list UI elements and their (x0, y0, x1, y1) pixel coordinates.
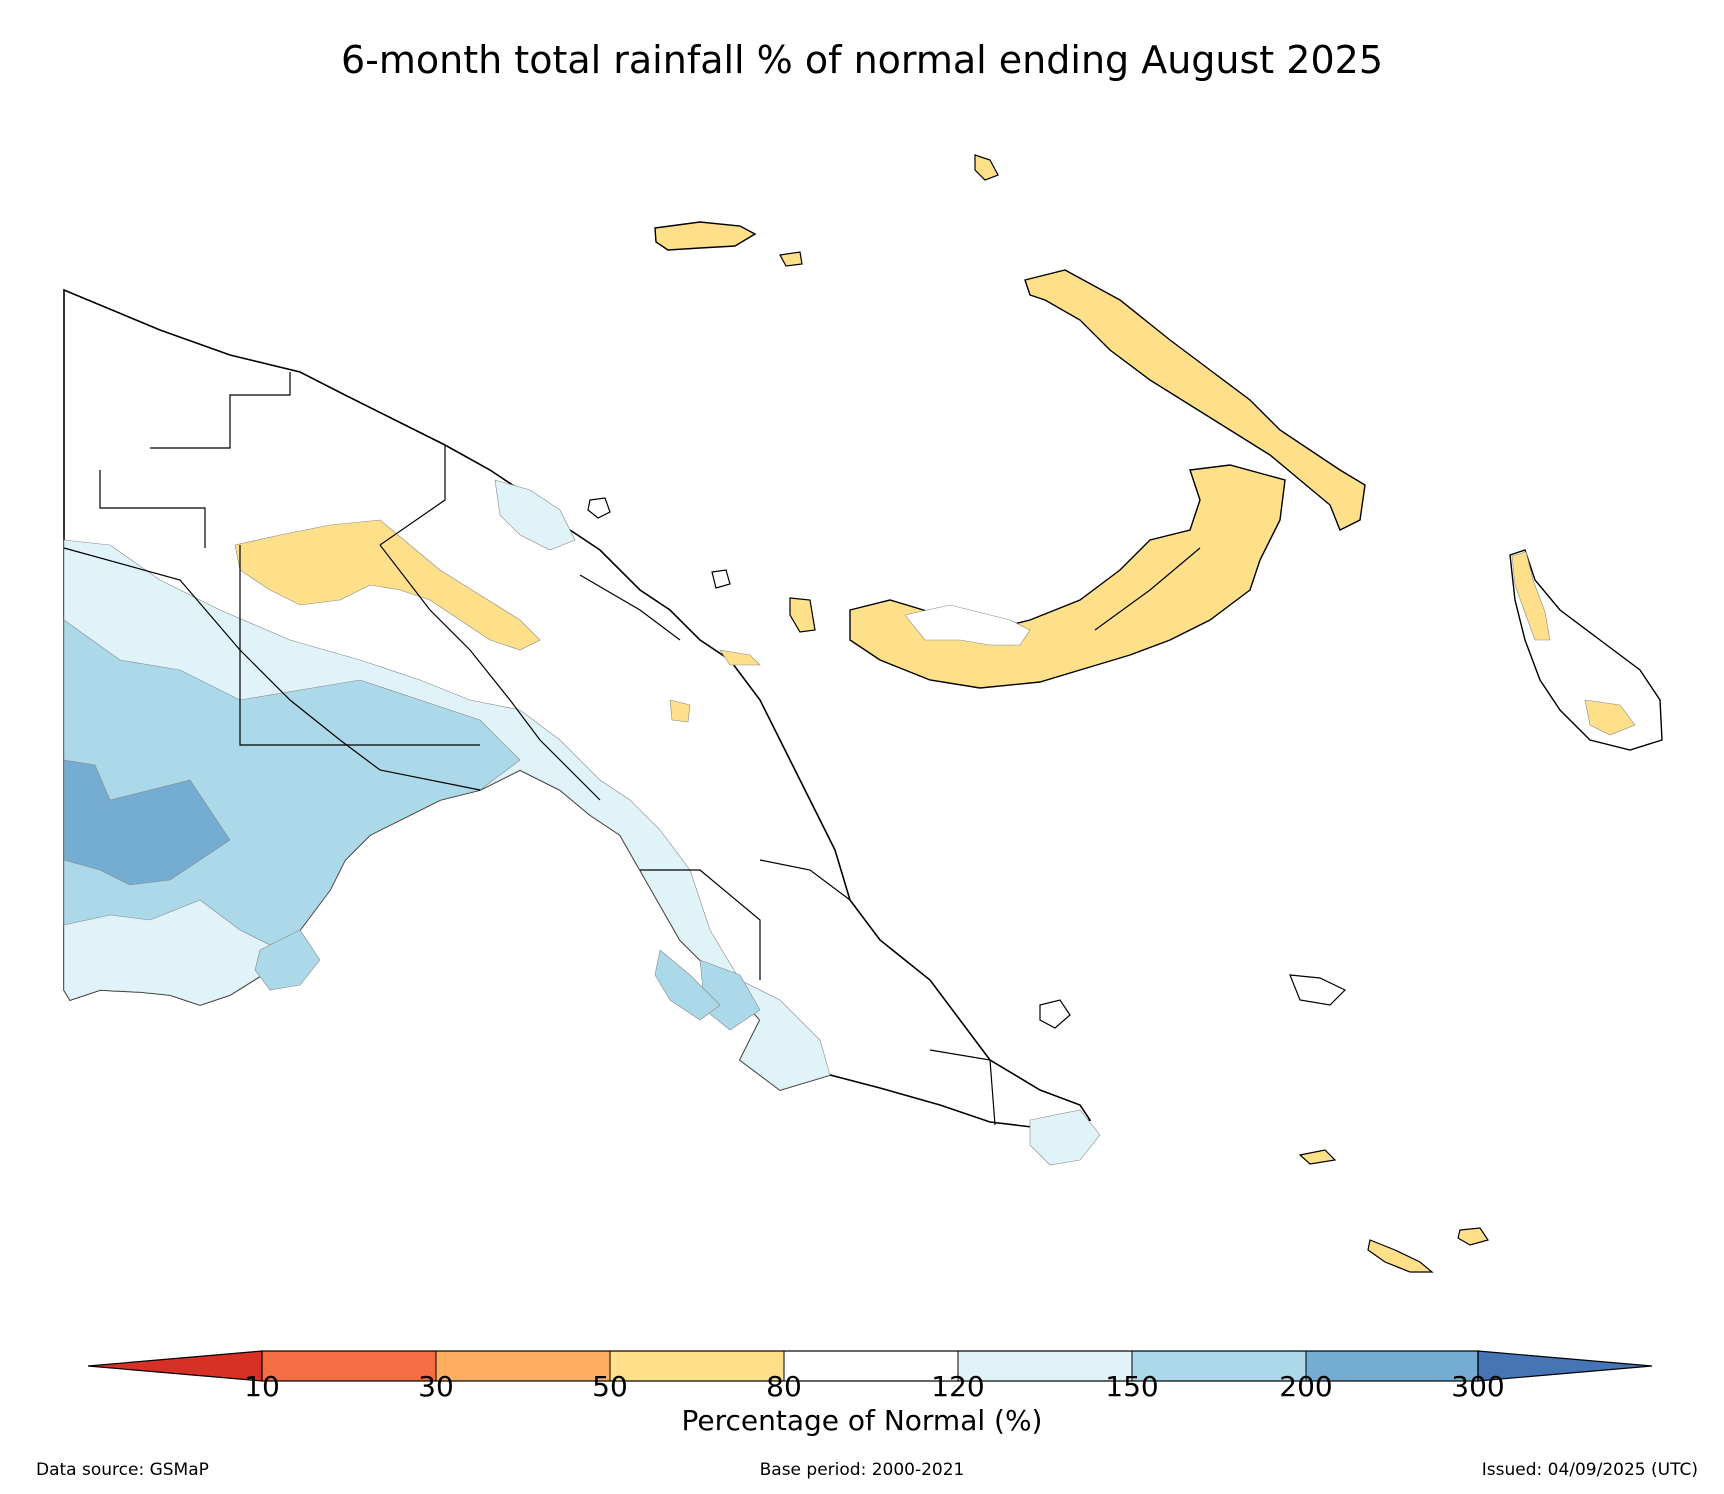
umboi-island (789, 597, 816, 633)
bougainville-dry-north (1511, 551, 1551, 641)
issued-date-note: Issued: 04/09/2025 (UTC) (1481, 1460, 1698, 1480)
long-island (711, 569, 731, 589)
wet-120-region-north (494, 479, 576, 551)
colorbar-title: Percentage of Normal (%) (681, 1404, 1043, 1437)
colorbar-tick-label: 80 (766, 1370, 802, 1403)
colorbar-bin-200-300 (1306, 1351, 1478, 1381)
colorbar-bin-120-150 (958, 1351, 1132, 1381)
goodenough-island (1039, 999, 1071, 1029)
colorbar (87, 1350, 1653, 1382)
mussau-island (974, 154, 999, 181)
wet-200-region (63, 759, 231, 886)
dry-80-coast (719, 649, 761, 666)
dry-80-small (669, 699, 691, 723)
small-island-nw (779, 251, 803, 267)
rossel-island (1457, 1227, 1489, 1246)
colorbar-tick-label: 120 (931, 1370, 985, 1403)
new-ireland-island (1024, 269, 1366, 531)
manus-island (654, 221, 757, 251)
karkar-island (587, 497, 611, 519)
colorbar-bin-50-80 (610, 1351, 784, 1381)
new-britain-white-patch (904, 604, 1031, 646)
colorbar-tick-label: 200 (1279, 1370, 1333, 1403)
fergusson-island (1289, 974, 1347, 1006)
wet-150-region-south (254, 929, 321, 991)
colorbar-tick-label: 150 (1105, 1370, 1159, 1403)
colorbar-tick-label: 300 (1451, 1370, 1505, 1403)
colorbar-bin-10-30 (262, 1351, 436, 1381)
wet-120-region-southeast (1029, 1109, 1101, 1166)
colorbar-bin-80-120 (784, 1351, 958, 1381)
trobriand-dry (1298, 1149, 1337, 1165)
province-borders (63, 372, 996, 1126)
colorbar-bin-150-200 (1132, 1351, 1306, 1381)
colorbar-tick-label: 50 (592, 1370, 628, 1403)
wet-150-region-coast (654, 949, 721, 1021)
colorbar-frame (261, 1350, 1479, 1382)
dry-80-highlands (234, 519, 541, 651)
colorbar-extend-low (87, 1350, 263, 1382)
base-period-note: Base period: 2000-2021 (759, 1460, 965, 1480)
data-source-note: Data source: GSMaP (36, 1460, 209, 1480)
colorbar-tick-label: 10 (244, 1370, 280, 1403)
sudest-island (1367, 1239, 1434, 1273)
colorbar-tick-label: 30 (418, 1370, 454, 1403)
map-title: 6-month total rainfall % of normal endin… (341, 38, 1383, 82)
new-britain-island (849, 464, 1286, 689)
new-britain-border (1094, 547, 1201, 631)
bougainville-dry-south (1584, 699, 1636, 736)
colorbar-bin-30-50 (436, 1351, 610, 1381)
bougainville-island (1509, 549, 1663, 751)
